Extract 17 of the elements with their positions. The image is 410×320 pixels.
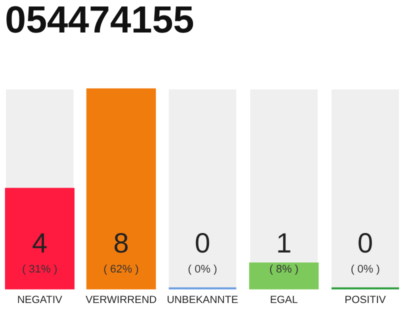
annotation: ( 8% ) xyxy=(269,263,298,276)
data-label: 0 xyxy=(194,228,210,259)
data-label: 0 xyxy=(358,228,374,259)
chart-title: 054474155 xyxy=(4,0,194,42)
x-tick-label: EGAL xyxy=(270,294,298,306)
data-label: 1 xyxy=(276,228,292,259)
annotation: ( 62% ) xyxy=(103,263,139,276)
data-label: 8 xyxy=(113,228,129,259)
annotation: ( 31% ) xyxy=(22,263,58,276)
data-label: 4 xyxy=(32,228,48,259)
annotation: ( 0% ) xyxy=(350,263,380,276)
bar xyxy=(249,262,319,290)
x-tick-label: VERWIRREND xyxy=(86,294,158,306)
annotation: ( 0% ) xyxy=(188,263,218,276)
x-tick-label: POSITIV xyxy=(344,294,386,306)
x-tick-label: NEGATIV xyxy=(17,294,62,306)
x-tick-label: UNBEKANNTE xyxy=(166,294,238,306)
